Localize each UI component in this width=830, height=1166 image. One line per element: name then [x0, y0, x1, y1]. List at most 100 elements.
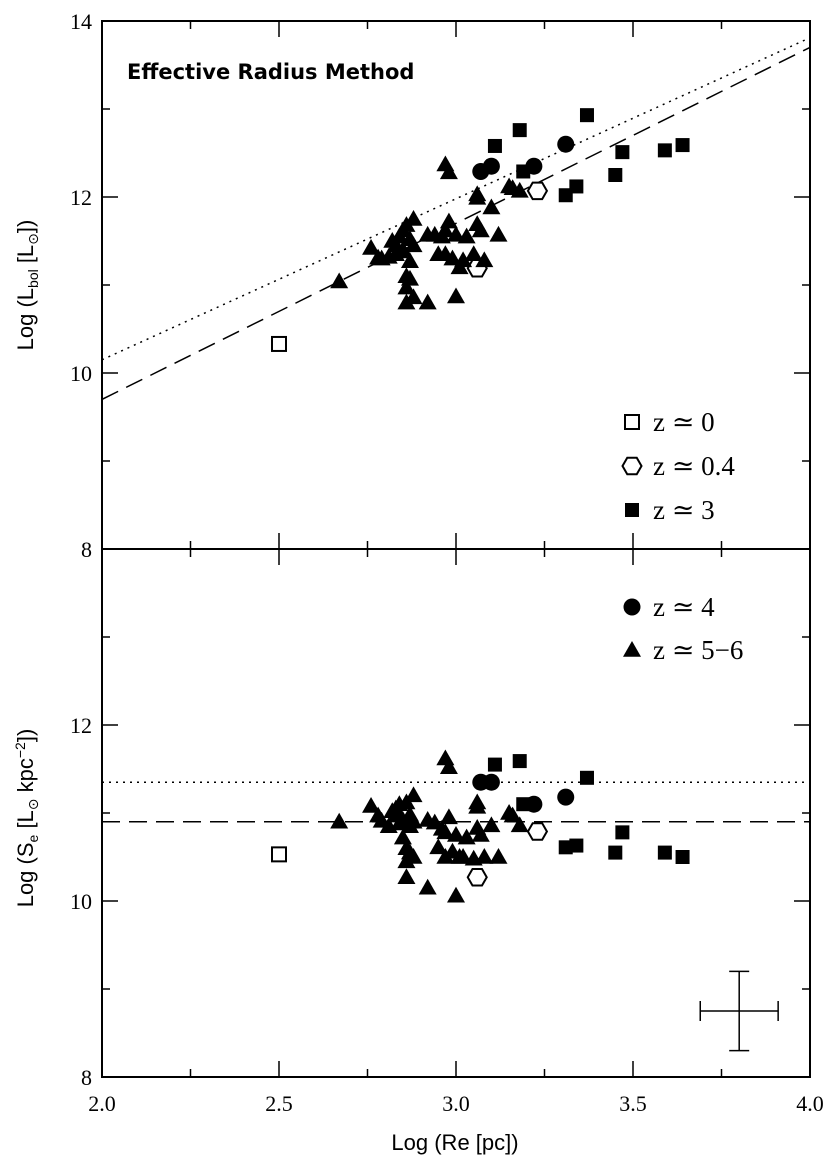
y-tick-label: 8: [81, 537, 92, 562]
y-tick-label: 10: [70, 361, 92, 386]
data-point-filled-triangle: [404, 812, 423, 829]
data-point-filled-triangle: [510, 181, 529, 198]
data-point-filled-circle: [525, 795, 543, 813]
data-point-filled-square: [615, 825, 630, 840]
y-axis-title-top-mid: [L: [13, 245, 38, 269]
data-point-filled-square: [569, 838, 584, 853]
data-point-filled-triangle: [447, 287, 465, 304]
data-point-filled-circle: [525, 157, 543, 175]
data-point-filled-triangle: [457, 828, 476, 845]
data-point-filled-triangle: [397, 868, 416, 884]
data-point-open-square: [271, 846, 287, 863]
data-point-filled-triangle: [404, 210, 423, 226]
data-point-filled-triangle: [454, 848, 473, 864]
legend-marker-open-square: [624, 414, 640, 430]
data-point-filled-square: [657, 845, 672, 860]
panel-title: Effective Radius Method: [127, 60, 414, 84]
data-point-filled-circle: [557, 788, 575, 806]
legend-marker-filled-circle: [623, 598, 641, 616]
data-point-filled-triangle: [454, 251, 473, 268]
y-axis-title-top-suffix: ]): [13, 220, 38, 233]
data-point-filled-square: [512, 754, 527, 769]
y-axis-title-top-sun: ⊙: [25, 233, 41, 245]
data-point-filled-triangle: [468, 185, 487, 202]
legend-label: z ≃ 0: [653, 407, 715, 437]
panel-1-dotted-line: [102, 37, 810, 361]
legend-label: z ≃ 4: [653, 592, 715, 622]
data-point-filled-square: [487, 757, 502, 772]
data-point-filled-square: [657, 143, 672, 158]
y-tick-label: 12: [70, 185, 92, 210]
data-point-filled-triangle: [471, 826, 490, 842]
data-point-open-square: [271, 335, 287, 352]
y-tick-label: 8: [81, 1065, 92, 1090]
data-point-filled-triangle: [393, 828, 412, 845]
data-point-filled-square: [579, 108, 594, 123]
data-point-filled-triangle: [397, 852, 416, 869]
data-point-filled-triangle: [436, 749, 455, 766]
legend-label: z ≃ 0.4: [653, 451, 735, 481]
data-point-filled-triangle: [475, 251, 494, 268]
data-point-filled-triangle: [404, 288, 423, 305]
y-axis-title-bottom-sup: −2: [12, 742, 28, 758]
data-point-filled-triangle: [503, 806, 522, 823]
y-axis-title-top: Log (Lbol [L⊙]): [13, 220, 41, 351]
data-point-filled-triangle: [439, 758, 458, 774]
data-point-filled-triangle: [436, 221, 455, 238]
data-point-filled-triangle: [447, 826, 465, 842]
data-point-filled-triangle: [471, 221, 490, 238]
y-tick-label: 12: [70, 713, 92, 738]
data-point-filled-triangle: [400, 269, 419, 286]
panel-1-dashed-line: [102, 46, 810, 401]
x-tick-label: 3.0: [442, 1091, 470, 1116]
data-point-filled-triangle: [418, 878, 437, 895]
data-point-filled-triangle: [443, 249, 462, 266]
data-point-open-hexagon: [526, 822, 549, 841]
data-point-filled-triangle: [475, 848, 494, 864]
panel-2-frame: [101, 548, 811, 1078]
data-point-open-hexagon: [466, 868, 488, 887]
y-tick-label: 10: [70, 889, 92, 914]
data-point-filled-triangle: [362, 796, 381, 813]
data-point-filled-triangle: [457, 227, 476, 244]
data-point-filled-triangle: [447, 886, 465, 903]
data-point-filled-square: [569, 179, 584, 194]
y-axis-title-bottom-suffix: ]): [13, 729, 38, 742]
data-point-filled-triangle: [439, 212, 458, 229]
data-point-filled-triangle: [362, 239, 381, 255]
data-point-filled-square: [675, 850, 690, 864]
data-point-filled-square: [558, 840, 573, 855]
y-axis-title-bottom-sub: e: [25, 834, 41, 842]
x-axis-title: Log (Re [pc]): [391, 1130, 518, 1155]
x-tick-label: 2.5: [265, 1091, 293, 1116]
axis-ticks: 8 10 12 14 8 10 12 2.0 2.5 3.0 3.5 4.0: [70, 9, 824, 1116]
data-point-filled-circle: [482, 773, 500, 791]
y-axis-title-top-prefix: Log (L: [13, 288, 38, 350]
data-point-filled-triangle: [397, 278, 416, 295]
data-point-open-hexagon: [526, 181, 549, 201]
data-point-filled-triangle: [464, 245, 483, 261]
legend-label: z ≃ 5−6: [653, 635, 743, 665]
data-point-filled-triangle: [393, 240, 412, 257]
data-point-filled-square: [615, 145, 630, 160]
data-point-filled-triangle: [404, 786, 423, 803]
data-point-filled-square: [675, 138, 690, 153]
data-point-filled-triangle: [330, 812, 349, 829]
x-tick-label: 2.0: [88, 1091, 116, 1116]
legend-label: z ≃ 3: [653, 495, 715, 525]
data-point-filled-triangle: [436, 823, 455, 840]
data-point-filled-triangle: [510, 816, 529, 833]
data-point-filled-square: [558, 188, 573, 203]
data-point-filled-triangle: [482, 198, 501, 215]
y-axis-title-bottom-mid: [L: [13, 810, 38, 834]
data-point-filled-square: [512, 123, 527, 138]
y-axis-title-top-sub: bol: [25, 269, 41, 288]
data-point-filled-triangle: [429, 838, 448, 855]
data-point-filled-triangle: [400, 252, 419, 268]
y-axis-title-bottom-kpc: kpc: [13, 758, 38, 798]
data-point-filled-triangle: [482, 816, 501, 833]
data-point-filled-triangle: [439, 163, 458, 180]
data-points: [271, 108, 690, 903]
x-tick-label: 3.5: [619, 1091, 647, 1116]
